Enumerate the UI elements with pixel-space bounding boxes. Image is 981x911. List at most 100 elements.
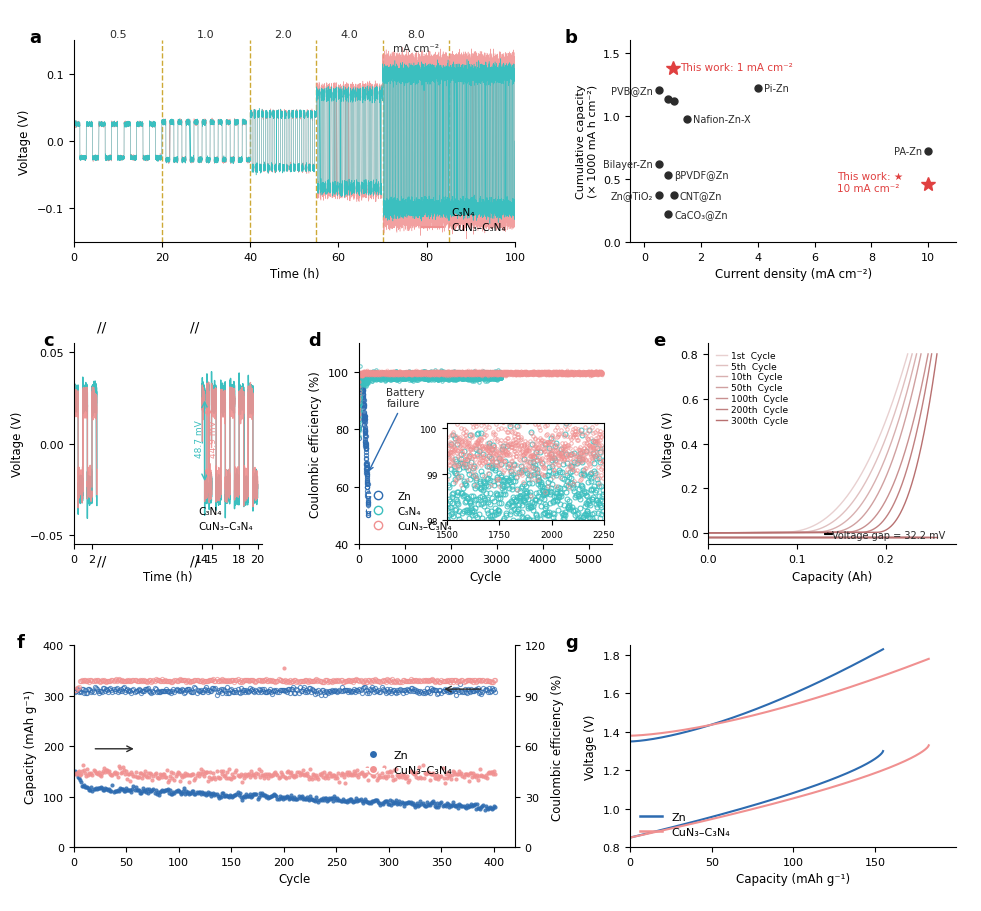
Text: 48.7 mV: 48.7 mV — [195, 420, 204, 457]
Text: 44.9 mV: 44.9 mV — [209, 420, 218, 457]
100th  Cycle — [883, 490, 895, 501]
Zn — [280, 792, 291, 803]
1st  Cycle — [897, 365, 908, 376]
10th  Cycle — [702, 527, 714, 538]
Line: 100th  Cycle: 100th Cycle — [708, 354, 928, 533]
200th  Cycle — [809, 527, 821, 538]
Text: Battery
failure: Battery failure — [369, 387, 425, 471]
50th  Cycle — [817, 527, 829, 538]
10th  Cycle — [815, 527, 827, 537]
CuN₃–C₃N₄ — [278, 663, 289, 674]
Zn — [299, 793, 311, 804]
Bar — [98, 343, 198, 545]
CuN₃–C₃N₄ — [490, 768, 501, 779]
CuN₃–C₃N₄ — [439, 778, 450, 789]
200th  Cycle — [920, 380, 932, 391]
Text: //: // — [96, 554, 106, 568]
Legend: Zn, CuN₃–C₃N₄: Zn, CuN₃–C₃N₄ — [636, 807, 735, 842]
1st  Cycle — [866, 449, 878, 460]
Zn — [336, 793, 348, 804]
300th  Cycle — [839, 527, 851, 538]
X-axis label: Current density (mA cm⁻²): Current density (mA cm⁻²) — [715, 268, 872, 281]
X-axis label: Cycle: Cycle — [279, 873, 310, 885]
Zn — [124, 784, 135, 795]
Y-axis label: Voltage (V): Voltage (V) — [584, 714, 597, 779]
10th  Cycle — [826, 524, 838, 535]
1st  Cycle — [702, 527, 714, 538]
Text: Pi-Zn: Pi-Zn — [763, 84, 789, 94]
CuN₃–C₃N₄ — [220, 773, 232, 783]
1st  Cycle — [902, 349, 913, 360]
Text: mA cm⁻²: mA cm⁻² — [392, 45, 439, 55]
Legend: 1st  Cycle, 5th  Cycle, 10th  Cycle, 50th  Cycle, 100th  Cycle, 200th  Cycle, 30: 1st Cycle, 5th Cycle, 10th Cycle, 50th C… — [712, 348, 792, 429]
Y-axis label: Coulombic efficiency (%): Coulombic efficiency (%) — [309, 371, 323, 517]
Text: CaCO₃@Zn: CaCO₃@Zn — [674, 210, 728, 220]
Text: CNT@Zn: CNT@Zn — [680, 191, 722, 201]
Text: Voltage gap = 32.2 mV: Voltage gap = 32.2 mV — [832, 530, 946, 540]
Text: This work: 1 mA cm⁻²: This work: 1 mA cm⁻² — [680, 63, 793, 73]
50th  Cycle — [915, 349, 927, 360]
Line: 300th  Cycle: 300th Cycle — [708, 354, 937, 533]
10th  Cycle — [802, 527, 814, 538]
Text: c: c — [43, 332, 54, 349]
1st  Cycle — [799, 525, 810, 536]
5th  Cycle — [906, 349, 918, 360]
200th  Cycle — [835, 527, 847, 538]
Text: d: d — [308, 332, 321, 349]
Text: 0.5: 0.5 — [109, 30, 127, 40]
300th  Cycle — [926, 386, 938, 397]
Text: 8.0: 8.0 — [407, 30, 425, 40]
CuN₃–C₃N₄ — [337, 772, 349, 783]
10th  Cycle — [873, 468, 885, 479]
Legend: C₃N₄, CuN₃–C₃N₄: C₃N₄, CuN₃–C₃N₄ — [418, 204, 510, 238]
CuN₃–C₃N₄ — [378, 762, 389, 773]
200th  Cycle — [886, 504, 898, 515]
Legend: Zn, CuN₃–C₃N₄: Zn, CuN₃–C₃N₄ — [358, 745, 456, 780]
1st  Cycle — [810, 519, 822, 530]
Text: Nafion-Zn-X: Nafion-Zn-X — [693, 116, 750, 126]
50th  Cycle — [804, 527, 816, 538]
Text: 1.0: 1.0 — [197, 30, 215, 40]
5th  Cycle — [800, 527, 811, 537]
Line: 1st  Cycle: 1st Cycle — [708, 354, 907, 533]
Text: b: b — [565, 29, 578, 46]
Text: //: // — [96, 320, 106, 334]
Text: f: f — [17, 633, 25, 651]
Line: 5th  Cycle: 5th Cycle — [708, 354, 912, 533]
50th  Cycle — [910, 373, 922, 384]
Text: 10 mA cm⁻²: 10 mA cm⁻² — [838, 183, 900, 193]
300th  Cycle — [931, 349, 943, 360]
5th  Cycle — [800, 527, 812, 537]
X-axis label: Time (h): Time (h) — [270, 268, 319, 281]
300th  Cycle — [702, 527, 714, 538]
5th  Cycle — [812, 524, 824, 535]
5th  Cycle — [824, 519, 836, 530]
200th  Cycle — [926, 349, 938, 360]
Text: Zn@TiO₂: Zn@TiO₂ — [610, 191, 653, 201]
X-axis label: Capacity (mAh g⁻¹): Capacity (mAh g⁻¹) — [737, 873, 851, 885]
Text: g: g — [565, 633, 578, 651]
Text: a: a — [29, 29, 41, 46]
X-axis label: Capacity (Ah): Capacity (Ah) — [793, 570, 872, 583]
Y-axis label: Voltage (V): Voltage (V) — [19, 109, 31, 174]
10th  Cycle — [910, 349, 922, 360]
CuN₃–C₃N₄ — [300, 770, 312, 781]
Y-axis label: Voltage (V): Voltage (V) — [12, 412, 25, 476]
50th  Cycle — [829, 527, 841, 537]
10th  Cycle — [801, 527, 813, 538]
50th  Cycle — [702, 527, 714, 538]
100th  Cycle — [917, 375, 929, 386]
CuN₃–C₃N₄ — [69, 768, 80, 779]
Zn — [377, 799, 388, 810]
Text: Bilayer-Zn: Bilayer-Zn — [603, 159, 653, 169]
X-axis label: Time (h): Time (h) — [143, 570, 192, 583]
Line: 10th  Cycle: 10th Cycle — [708, 354, 916, 533]
100th  Cycle — [833, 527, 845, 538]
1st  Cycle — [797, 525, 808, 536]
100th  Cycle — [922, 349, 934, 360]
200th  Cycle — [808, 527, 820, 538]
Y-axis label: Capacity (mAh g⁻¹): Capacity (mAh g⁻¹) — [25, 690, 37, 804]
1st  Cycle — [821, 512, 833, 523]
100th  Cycle — [806, 527, 818, 538]
Legend: C₃N₄, CuN₃–C₃N₄: C₃N₄, CuN₃–C₃N₄ — [165, 502, 257, 536]
